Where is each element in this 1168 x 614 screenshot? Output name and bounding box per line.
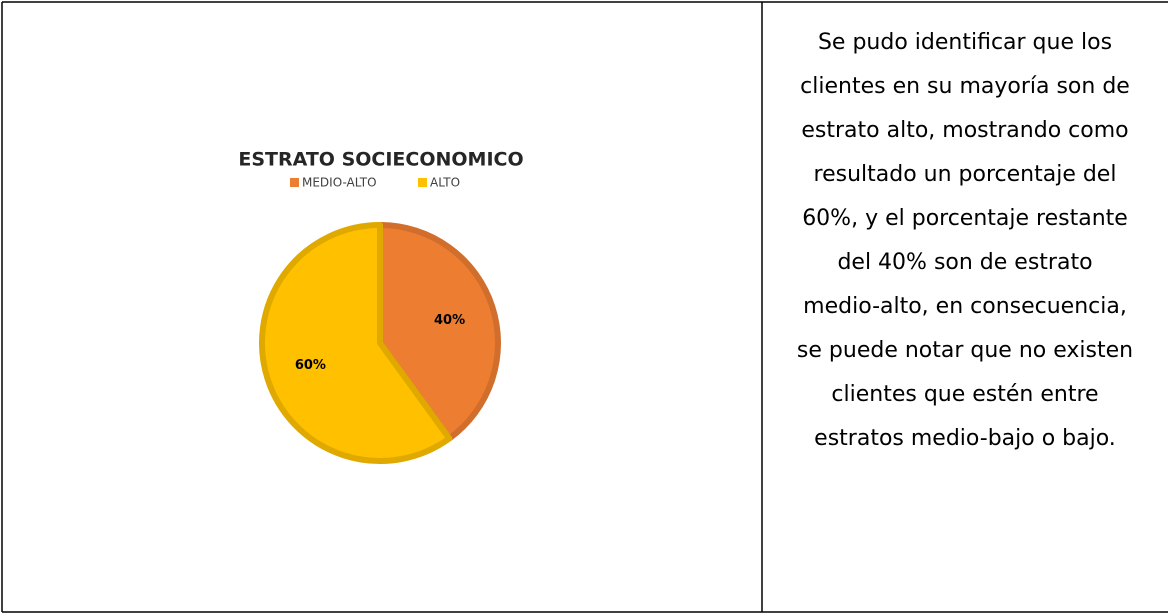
- description-line: se puede notar que no existen: [797, 338, 1133, 363]
- chart-title: ESTRATO SOCIECONOMICO: [238, 149, 523, 171]
- description-line: estrato alto, mostrando como: [801, 118, 1128, 143]
- pie-slice: [259, 222, 453, 464]
- legend-label: ALTO: [430, 176, 460, 190]
- legend-label: MEDIO-ALTO: [302, 176, 377, 190]
- description-line: del 40% son de estrato: [837, 250, 1092, 275]
- description-line: clientes que estén entre: [831, 382, 1098, 407]
- description-line: clientes en su mayoría son de: [800, 74, 1130, 99]
- description-line: resultado un porcentaje del: [814, 162, 1117, 187]
- description-line: estratos medio-bajo o bajo.: [814, 426, 1116, 451]
- data-label: 40%: [434, 313, 465, 328]
- description-line: Se pudo identificar que los: [818, 30, 1112, 55]
- data-label: 60%: [295, 358, 326, 373]
- description-line: 60%, y el porcentaje restante: [802, 206, 1128, 231]
- legend-swatch: [290, 178, 299, 187]
- pie-slice: [377, 222, 501, 442]
- legend-swatch: [418, 178, 427, 187]
- description-line: medio-alto, en consecuencia,: [803, 294, 1127, 319]
